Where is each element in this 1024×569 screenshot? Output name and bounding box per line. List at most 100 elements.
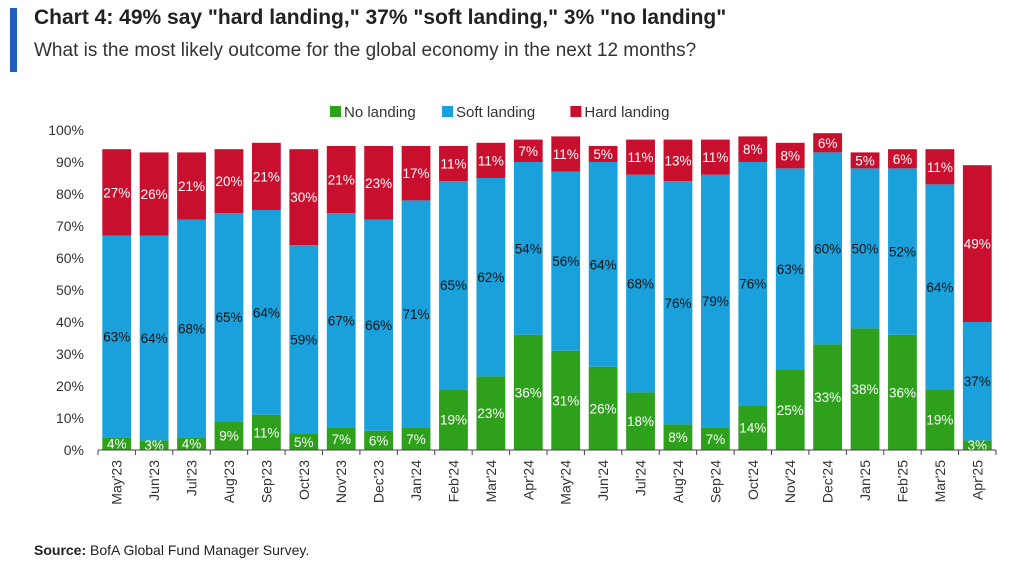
legend-label: Soft landing [456,104,535,121]
y-tick-label: 80% [56,186,84,202]
x-category-label: May'24 [558,460,574,505]
source-text: BofA Global Fund Manager Survey. [86,542,310,558]
bar-segment-no-landing [177,437,206,450]
data-label: 59% [290,333,317,348]
legend-label: No landing [344,104,416,121]
bar-segment-no-landing [663,424,693,450]
bar-segment-hard-landing [626,139,655,175]
bar-segment-hard-landing [139,152,169,236]
data-label: 71% [403,307,430,322]
bar-segment-soft-landing [888,168,917,335]
data-label: 13% [664,153,691,168]
data-label: 9% [219,429,239,444]
legend-swatch [330,106,341,117]
data-label: 11% [478,153,504,168]
data-label: 23% [477,406,504,421]
legend-swatch [442,106,453,117]
bar-segment-no-landing [289,434,319,450]
bar-segment-no-landing [850,328,880,450]
data-label: 26% [590,401,617,416]
y-tick-label: 10% [56,410,84,426]
bar-segment-no-landing [551,350,581,450]
x-category-label: Apr'25 [969,460,985,500]
data-label: 7% [406,432,426,447]
x-category-label: Feb'25 [894,460,910,503]
data-label: 30% [290,190,317,205]
bar-segment-no-landing [251,414,281,450]
data-label: 5% [294,435,314,450]
bar-segment-no-landing [513,334,543,450]
data-label: 64% [926,280,953,295]
bar-segment-soft-landing [289,245,319,434]
x-category-label: Jul'23 [184,460,200,496]
data-label: 65% [215,310,242,325]
x-category-label: Mar'24 [483,460,499,503]
data-label: 67% [328,313,355,328]
data-label: 63% [103,329,130,344]
x-category-label: Sep'23 [258,460,274,503]
data-label: 11% [440,157,466,172]
title-accent-bar [10,8,17,72]
x-category-label: Jun'23 [146,460,162,501]
bar-segment-hard-landing [177,152,206,220]
bar-segment-soft-landing [214,213,244,422]
bar-segment-soft-landing [513,162,543,335]
data-label: 66% [365,318,392,333]
bar-segment-hard-landing [962,165,992,322]
data-label: 6% [818,136,838,151]
data-label: 21% [328,173,355,188]
data-label: 56% [552,254,579,269]
data-label: 6% [369,433,389,448]
bar-segment-hard-landing [588,146,618,162]
bar-segment-no-landing [214,421,244,450]
data-label: 6% [893,152,913,167]
chart-title: Chart 4: 49% say "hard landing," 37% "so… [34,6,727,29]
data-label: 14% [739,421,766,436]
data-label: 33% [814,390,841,405]
bar-segment-hard-landing [551,136,581,172]
bar-segment-no-landing [738,405,768,450]
x-category-label: Jan'24 [408,460,424,501]
data-label: 36% [515,385,542,400]
data-label: 19% [440,413,467,428]
bar-segment-no-landing [813,344,843,450]
bar-segment-soft-landing [139,235,169,441]
x-category-label: Jun'24 [595,460,611,501]
bar-segment-soft-landing [102,235,132,438]
bar-segment-no-landing [139,440,169,450]
data-label: 11% [253,425,279,440]
bar-segment-soft-landing [401,200,431,428]
data-label: 68% [627,277,654,292]
bar-segment-no-landing [439,389,468,450]
data-label: 54% [515,241,542,256]
data-label: 4% [182,437,202,452]
data-label: 37% [964,374,991,389]
bar-segment-soft-landing [738,162,768,406]
data-label: 20% [215,174,242,189]
data-label: 27% [103,185,130,200]
data-label: 65% [440,278,467,293]
bar-segment-soft-landing [962,322,992,441]
data-label: 76% [739,277,766,292]
data-label: 25% [777,403,804,418]
bar-segment-soft-landing [364,219,394,431]
data-label: 52% [889,245,916,260]
data-label: 8% [668,430,688,445]
bar-segment-soft-landing [326,213,356,428]
bar-segment-no-landing [102,437,132,450]
bar-segment-hard-landing [813,133,843,153]
data-label: 17% [403,166,430,181]
bar-segment-hard-landing [775,142,805,169]
bar-segment-no-landing [775,370,805,450]
x-category-label: Nov'24 [782,460,798,503]
data-label: 63% [777,262,804,277]
y-tick-label: 20% [56,378,84,394]
data-label: 11% [628,150,654,165]
bar-segment-soft-landing [551,171,581,351]
bar-segment-hard-landing [102,149,132,236]
bar-segment-no-landing [888,334,917,450]
bar-segment-soft-landing [700,174,730,428]
x-category-label: Oct'24 [745,460,761,500]
y-tick-label: 90% [56,154,84,170]
bar-segment-soft-landing [775,168,805,370]
